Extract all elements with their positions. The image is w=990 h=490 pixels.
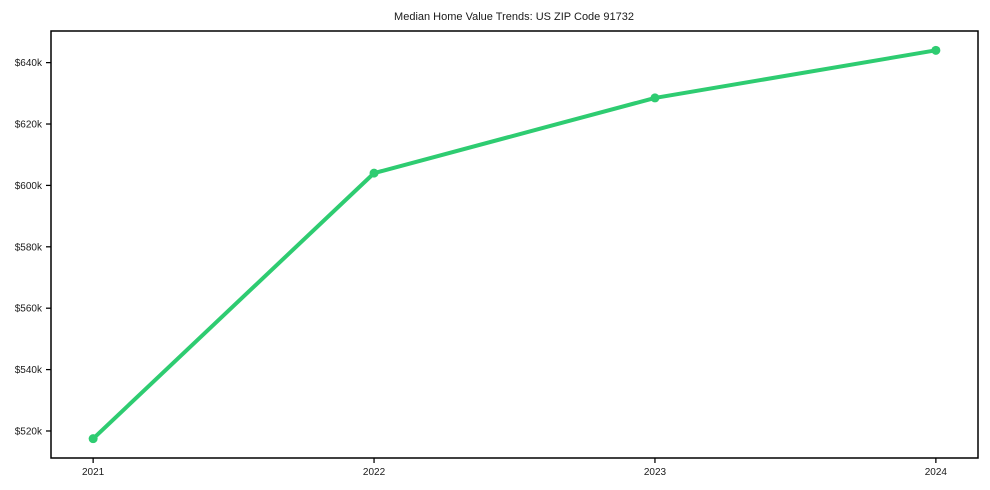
data-point-marker <box>650 93 660 103</box>
y-tick-label: $640k <box>15 58 43 69</box>
y-tick-label: $540k <box>15 365 43 376</box>
plot-border <box>50 30 979 459</box>
y-tick-label: $560k <box>15 304 43 315</box>
data-point-marker <box>369 168 379 178</box>
x-axis-ticks: 2021 2022 2023 2024 <box>82 458 947 478</box>
x-tick-label: 2021 <box>82 467 105 478</box>
data-point-marker <box>931 45 941 55</box>
y-tick-label: $620k <box>15 120 43 131</box>
y-tick-label: $600k <box>15 181 43 192</box>
x-tick-label: 2023 <box>644 467 667 478</box>
x-tick-label: 2024 <box>925 467 948 478</box>
y-tick-label: $520k <box>15 426 43 437</box>
data-point-marker <box>88 434 98 444</box>
trend-line <box>91 48 938 441</box>
data-series <box>88 45 941 444</box>
x-tick-label: 2022 <box>363 467 386 478</box>
y-tick-label: $580k <box>15 242 43 253</box>
chart-title: Median Home Value Trends: US ZIP Code 91… <box>394 11 634 23</box>
y-axis-ticks: $520k $540k $560k $580k $600k $620k $640k <box>15 58 51 437</box>
